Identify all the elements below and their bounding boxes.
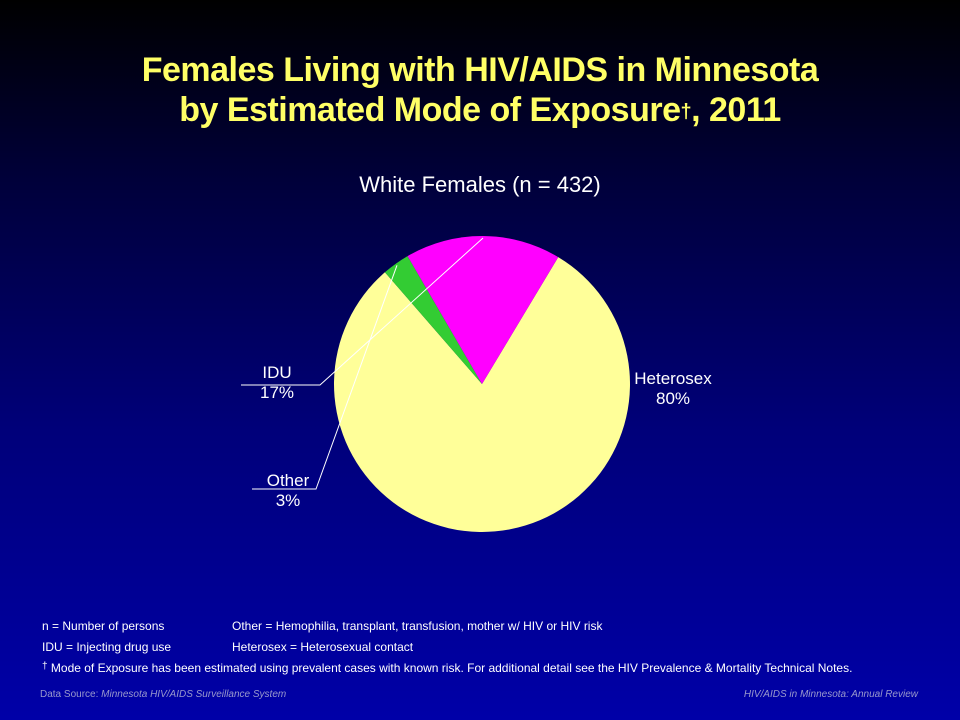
footnote-row-2: IDU = Injecting drug use Heterosex = Het… bbox=[42, 637, 852, 658]
leader-lines bbox=[241, 237, 484, 490]
slice-value-heterosex: 80% bbox=[656, 389, 690, 408]
title-dagger: † bbox=[680, 101, 692, 123]
note-dagger-text: Mode of Exposure has been estimated usin… bbox=[50, 661, 853, 675]
note-idu-definition: IDU = Injecting drug use bbox=[42, 640, 172, 654]
pie-slice-heterosex bbox=[333, 257, 630, 532]
title-line-2: by Estimated Mode of Exposure†, 2011 bbox=[0, 90, 960, 130]
slice-value-other: 3% bbox=[276, 491, 301, 510]
note-heterosex-definition: Heterosex = Heterosexual contact bbox=[232, 640, 414, 654]
data-source: Data Source: Minnesota HIV/AIDS Surveill… bbox=[40, 689, 286, 700]
title-line-2-text: by Estimated Mode of Exposure bbox=[179, 91, 681, 129]
footnote-row-1: n = Number of persons Other = Hemophilia… bbox=[42, 616, 852, 637]
report-name: HIV/AIDS in Minnesota: Annual Review bbox=[743, 689, 918, 700]
note-dagger: † bbox=[42, 661, 48, 672]
leader-line-idu bbox=[241, 237, 484, 386]
slice-label-idu: IDU bbox=[262, 363, 291, 382]
pie-slices bbox=[333, 235, 630, 532]
pie-slice-other bbox=[384, 256, 482, 384]
footnotes: n = Number of persons Other = Hemophilia… bbox=[42, 616, 852, 679]
pie-slice-idu bbox=[407, 235, 559, 384]
title-year: , 2011 bbox=[691, 91, 781, 129]
slide-title: Females Living with HIV/AIDS in Minnesot… bbox=[0, 50, 960, 130]
note-other-definition: Other = Hemophilia, transplant, transfus… bbox=[232, 619, 603, 633]
slice-value-idu: 17% bbox=[260, 383, 294, 402]
chart-title: White Females (n = 432) bbox=[359, 172, 601, 197]
data-source-value: Minnesota HIV/AIDS Surveillance System bbox=[101, 689, 287, 700]
slice-label-heterosex: Heterosex bbox=[634, 369, 712, 388]
title-line-1: Females Living with HIV/AIDS in Minnesot… bbox=[141, 51, 819, 89]
note-n-definition: n = Number of persons bbox=[42, 619, 165, 633]
data-source-label: Data Source: bbox=[40, 689, 99, 700]
slice-label-other: Other bbox=[267, 471, 310, 490]
footnote-row-3: † Mode of Exposure has been estimated us… bbox=[42, 658, 852, 679]
